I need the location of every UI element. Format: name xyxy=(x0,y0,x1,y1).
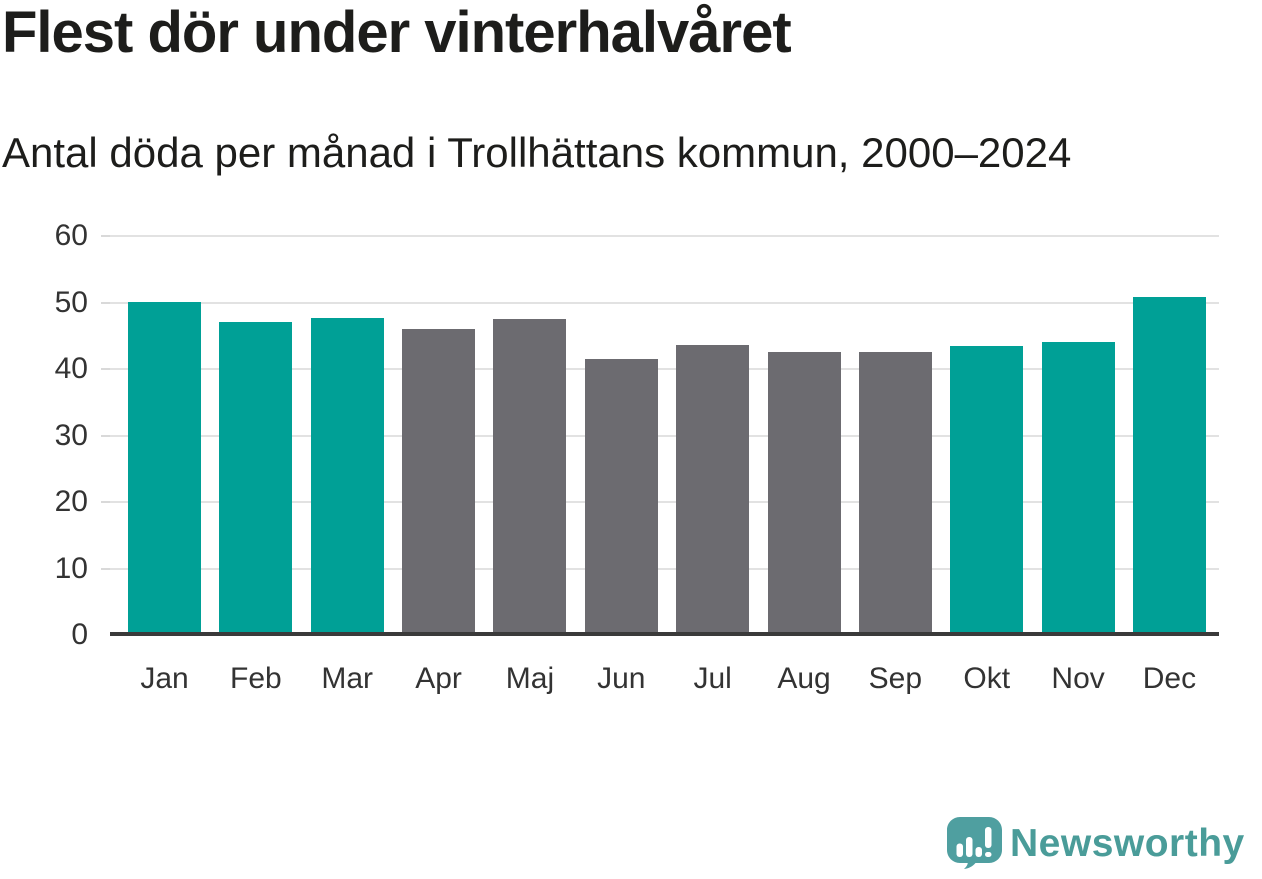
x-axis-label-okt: Okt xyxy=(963,662,1011,695)
y-tick-50 xyxy=(101,301,110,304)
y-axis-label-10: 10 xyxy=(54,551,88,585)
gridline-20 xyxy=(110,501,1219,503)
y-tick-60 xyxy=(101,235,110,237)
gridline-30 xyxy=(110,434,1219,437)
bar-jan xyxy=(128,301,201,635)
x-axis-label-nov: Nov xyxy=(1051,662,1105,695)
x-axis-label-jan: Jan xyxy=(140,662,189,695)
bar-aug xyxy=(767,351,841,635)
bar-sep xyxy=(858,351,932,635)
x-axis-label-jul: Jul xyxy=(693,662,732,695)
x-axis-label-maj: Maj xyxy=(505,662,555,695)
gridline-40 xyxy=(110,368,1219,370)
bar-dec xyxy=(1132,296,1206,635)
x-axis-label-mar: Mar xyxy=(321,662,374,695)
bar-nov xyxy=(1041,341,1115,635)
x-axis-label-aug: Aug xyxy=(777,662,831,695)
y-axis-label-40: 40 xyxy=(54,352,88,385)
plot-area xyxy=(101,235,1219,635)
y-axis-label-30: 30 xyxy=(54,418,88,452)
y-tick-20 xyxy=(101,501,110,503)
newsworthy-logo-icon xyxy=(947,817,1002,869)
x-axis-label-apr: Apr xyxy=(415,662,462,695)
chart-title: Flest dör under vinterhalvåret xyxy=(2,0,792,65)
gridline-10 xyxy=(110,567,1219,570)
x-axis-labels: Jan Feb Mar Apr Maj Jun Jul Aug Sep Okt Nov Dec xyxy=(128,660,1206,698)
x-axis-label-dec: Dec xyxy=(1142,662,1197,695)
x-axis-line xyxy=(110,632,1219,636)
bar-maj xyxy=(493,318,567,635)
bar-feb xyxy=(219,322,293,635)
gridline-50 xyxy=(110,301,1219,304)
y-axis-label-50: 50 xyxy=(54,285,88,319)
x-axis-label-feb: Feb xyxy=(230,662,282,695)
newsworthy-logo: Newsworthy xyxy=(947,817,1244,869)
y-tick-30 xyxy=(101,434,110,437)
y-axis-label-0: 0 xyxy=(71,618,88,651)
brand-name: Newsworthy xyxy=(1010,822,1245,865)
bar-okt xyxy=(950,346,1024,635)
y-tick-10 xyxy=(101,567,110,570)
x-axis-label-jun: Jun xyxy=(597,662,646,695)
bar-mar xyxy=(310,317,384,635)
y-axis-labels: 0 10 20 30 40 50 60 xyxy=(0,219,90,651)
bar-jul xyxy=(676,345,750,635)
y-axis-label-60: 60 xyxy=(54,219,88,252)
y-axis-label-20: 20 xyxy=(54,485,88,518)
gridline-60 xyxy=(110,235,1219,237)
x-axis-label-sep: Sep xyxy=(868,662,923,695)
bar-series xyxy=(128,236,1206,635)
y-tick-40 xyxy=(101,368,110,370)
chart-subtitle: Antal döda per månad i Trollhättans komm… xyxy=(2,129,1072,176)
bar-apr xyxy=(402,329,476,635)
bar-jun xyxy=(584,359,658,635)
